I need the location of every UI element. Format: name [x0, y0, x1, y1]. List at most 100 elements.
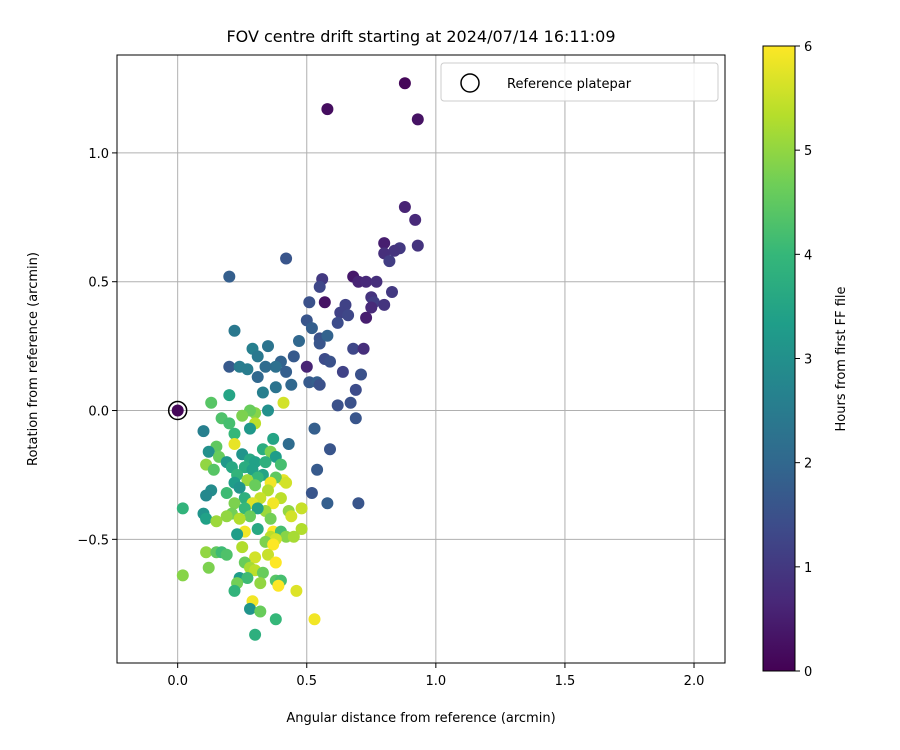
x-tick-label: 0.0: [167, 674, 188, 689]
data-point: [262, 484, 274, 497]
colorbar-tick-label: 0: [804, 665, 812, 680]
colorbar: 0 1 2 3 4 5 6 Hours from first FF file: [762, 40, 849, 680]
data-point: [280, 365, 293, 378]
data-point: [259, 360, 272, 373]
data-point: [388, 244, 401, 257]
x-tick-label: 1.0: [426, 674, 447, 689]
colorbar-tick-label: 2: [804, 457, 812, 472]
y-tick-label: 0.5: [88, 276, 109, 291]
data-point: [228, 584, 241, 597]
data-point: [171, 404, 184, 417]
data-point: [295, 502, 308, 515]
data-point: [244, 602, 256, 615]
data-point: [386, 286, 398, 298]
legend: Reference platepar: [440, 62, 719, 102]
data-point: [303, 296, 316, 309]
data-point: [262, 404, 274, 417]
data-point: [324, 443, 336, 456]
data-point: [313, 280, 326, 293]
data-point: [313, 337, 326, 350]
data-point: [254, 577, 267, 590]
data-point: [228, 438, 241, 450]
data-point: [236, 409, 249, 422]
colorbar-ticks: 0 1 2 3 4 5 6: [795, 40, 812, 680]
x-tick-label: 1.5: [555, 674, 576, 689]
colorbar-tick-label: 4: [804, 248, 812, 263]
data-point: [200, 489, 213, 502]
data-point: [176, 502, 189, 515]
data-point: [267, 497, 280, 510]
y-axis-label: Rotation from reference (arcmin): [26, 252, 41, 466]
data-point: [231, 528, 244, 541]
data-point: [282, 438, 295, 450]
data-point: [249, 479, 262, 492]
data-point: [228, 324, 241, 337]
data-point: [378, 237, 391, 250]
plot-frame: [116, 54, 726, 664]
colorbar-tick-label: 6: [804, 40, 812, 55]
data-point: [411, 113, 424, 126]
data-point: [280, 476, 293, 489]
data-point: [200, 546, 213, 559]
data-point: [200, 512, 213, 525]
data-point: [274, 458, 287, 471]
data-point: [269, 613, 282, 626]
data-point: [349, 412, 362, 425]
data-point: [290, 584, 303, 597]
data-point: [308, 613, 321, 626]
data-point: [321, 103, 334, 116]
data-point: [220, 510, 233, 523]
plot-background: [117, 55, 725, 663]
data-point: [321, 497, 334, 510]
data-point: [262, 548, 274, 561]
data-point: [331, 399, 344, 412]
data-point: [321, 329, 334, 342]
data-point: [378, 298, 391, 311]
data-point: [220, 487, 233, 499]
colorbar-label: Hours from first FF file: [834, 286, 849, 431]
data-point: [285, 510, 298, 523]
data-point: [277, 396, 290, 409]
data-point: [383, 255, 396, 268]
data-point: [267, 538, 280, 551]
data-point: [360, 275, 373, 288]
data-point: [259, 456, 272, 469]
data-point: [223, 270, 236, 283]
data-point: [264, 512, 277, 525]
data-point: [324, 355, 336, 368]
data-point: [398, 201, 411, 213]
data-point: [251, 350, 264, 363]
colorbar-gradient: [762, 45, 796, 672]
colorbar-tick-label: 5: [804, 144, 812, 159]
data-point: [342, 309, 355, 322]
reference-marker: [167, 400, 188, 421]
legend-box: [440, 62, 719, 102]
data-point: [357, 342, 370, 355]
data-point: [318, 296, 331, 309]
data-point: [287, 530, 300, 543]
data-point: [293, 335, 305, 347]
data-point: [355, 368, 367, 381]
data-point: [360, 311, 373, 324]
data-point: [331, 316, 344, 329]
data-point: [349, 383, 362, 396]
data-point: [241, 363, 254, 376]
x-tick-label: 0.5: [296, 674, 317, 689]
data-point: [251, 502, 264, 515]
data-point: [256, 566, 269, 579]
data-point: [308, 422, 321, 435]
data-point: [311, 463, 324, 476]
y-axis-ticks: −0.5 0.0 0.5 1.0: [77, 147, 117, 548]
data-point: [295, 523, 308, 535]
data-point: [249, 628, 262, 641]
data-point: [262, 340, 274, 353]
data-point: [207, 463, 220, 476]
data-point: [249, 551, 262, 564]
reference-platepar-marker: [167, 400, 188, 421]
data-point: [244, 510, 256, 523]
data-point: [365, 301, 378, 314]
data-point: [251, 523, 264, 535]
data-point: [202, 561, 215, 574]
data-point: [256, 386, 269, 399]
